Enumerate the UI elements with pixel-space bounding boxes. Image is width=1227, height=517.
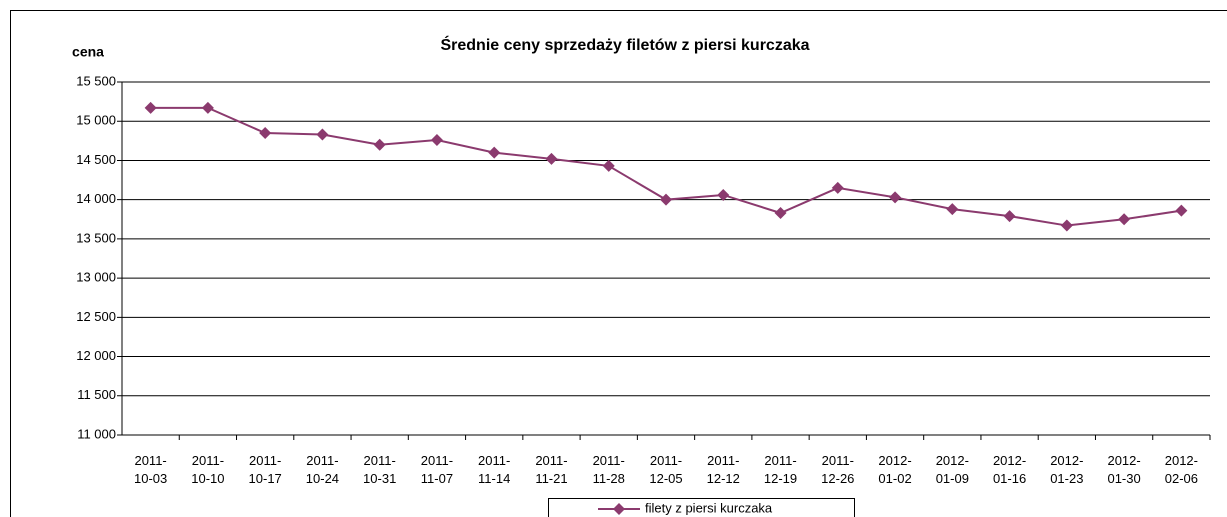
x-tick-label-line: 12-12 [707,471,740,486]
y-tick-label: 14 500 [76,152,116,167]
x-tick-label: 2012- 01-02 [878,453,911,486]
x-tick-label-line: 2012- [1050,453,1083,468]
x-tick-label-line: 2011- [192,453,224,468]
y-tick-label: 15 500 [76,73,116,88]
x-tick-label-line: 2011- [134,453,166,468]
x-tick-label-line: 2011- [478,453,510,468]
x-tick-label-line: 01-09 [936,471,969,486]
x-tick-label-line: 01-30 [1107,471,1140,486]
x-tick-label-line: 2011- [421,453,453,468]
point-marker [316,128,329,141]
y-tick-label: 13 000 [76,270,116,285]
x-tick-label: 2011- 12-12 [707,453,740,486]
legend-marker [613,503,625,515]
x-tick-label-line: 2011- [249,453,281,468]
legend-label: filety z piersi kurczaka [645,500,773,515]
point-marker [660,193,672,206]
x-tick-label: 2011- 12-05 [649,453,682,486]
x-tick-label: 2011- 10-10 [191,453,224,486]
point-marker [373,138,386,151]
x-tick-label: 2012- 01-23 [1050,453,1083,486]
x-tick-label-line: 2011- [593,453,625,468]
x-tick-label: 2011- 12-26 [821,453,854,486]
x-tick-label-line: 11-28 [593,471,625,486]
x-tick-label-line: 2012- [1107,453,1140,468]
x-tick-label-line: 10-24 [306,471,339,486]
x-tick-label-line: 01-16 [993,471,1026,486]
x-tick-label-line: 12-05 [649,471,682,486]
x-tick-label: 2011- 11-28 [593,453,625,486]
x-tick-label-line: 2011- [822,453,854,468]
y-tick-label: 11 000 [77,426,116,441]
point-marker [946,203,959,216]
point-marker [831,181,844,194]
x-tick-label: 2011- 11-14 [478,453,510,486]
point-marker [259,126,272,139]
point-marker [602,159,615,172]
x-tick-label-line: 01-02 [878,471,911,486]
x-tick-label: 2012- 02-06 [1165,453,1198,486]
x-tick-label: 2011- 12-19 [764,453,797,486]
x-tick-label-line: 10-10 [191,471,224,486]
point-marker [488,146,501,159]
x-tick-label-line: 2012- [993,453,1026,468]
x-tick-label-line: 2011- [707,453,739,468]
x-tick-label: 2012- 01-30 [1107,453,1140,486]
chart-frame [10,10,1227,517]
x-tick-label-line: 2011- [535,453,567,468]
x-tick-label: 2011- 10-31 [363,453,396,486]
x-tick-label-line: 2011- [306,453,338,468]
x-tick-label-line: 11-21 [535,471,567,486]
x-tick-label: 2012- 01-09 [936,453,969,486]
x-tick-label-line: 2011- [650,453,682,468]
y-axis-label: cena [72,44,104,60]
x-tick-label-line: 11-07 [421,471,453,486]
x-tick-label-line: 10-03 [134,471,167,486]
point-marker [1003,210,1016,223]
x-tick-label: 2011- 10-24 [306,453,339,486]
y-tick-label: 14 000 [76,191,116,206]
point-marker [430,134,443,147]
y-tick-label: 12 000 [76,348,116,363]
point-marker [144,101,157,114]
x-tick-label-line: 2012- [936,453,969,468]
point-marker [889,191,902,204]
x-tick-label: 2012- 01-16 [993,453,1026,486]
x-tick-label-line: 2012- [1165,453,1198,468]
x-tick-label-line: 01-23 [1050,471,1083,486]
x-tick-label-line: 12-26 [821,471,854,486]
x-tick-label-line: 12-19 [764,471,797,486]
x-tick-label: 2011- 11-07 [421,453,453,486]
y-tick-label: 15 000 [76,113,116,128]
x-tick-label: 2011- 10-17 [249,453,282,486]
point-marker [1118,213,1131,226]
x-tick-label-line: 11-14 [478,471,510,486]
y-tick-label: 13 500 [76,230,116,245]
x-tick-label: 2011- 10-03 [134,453,167,486]
x-tick-label-line: 2011- [364,453,396,468]
point-marker [545,152,558,165]
y-tick-label: 11 500 [77,387,116,402]
chart-title: Średnie ceny sprzedaży filetów z piersi … [440,35,809,54]
point-marker [1175,204,1188,217]
point-marker [1060,219,1073,232]
x-tick-label-line: 02-06 [1165,471,1198,486]
point-marker [201,101,214,114]
point-marker [774,207,787,220]
x-tick-label-line: 2011- [764,453,796,468]
x-tick-label-line: 10-17 [249,471,282,486]
x-tick-label-line: 2012- [878,453,911,468]
x-tick-label: 2011- 11-21 [535,453,567,486]
point-marker [717,188,730,201]
x-tick-label-line: 10-31 [363,471,396,486]
legend-box [548,498,855,517]
y-tick-label: 12 500 [76,309,116,324]
